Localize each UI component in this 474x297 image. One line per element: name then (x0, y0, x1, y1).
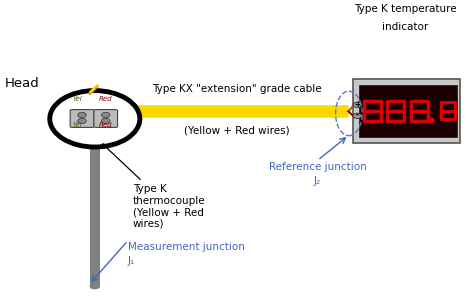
Text: -: - (356, 111, 359, 120)
Text: Red: Red (99, 97, 112, 102)
Text: indicator: indicator (382, 22, 428, 32)
Text: Yel: Yel (73, 97, 82, 102)
Text: Reference junction
J₂: Reference junction J₂ (269, 162, 366, 186)
Bar (90, 147, 100, 287)
Ellipse shape (90, 284, 100, 289)
FancyBboxPatch shape (94, 110, 118, 127)
Bar (359, 85, 457, 137)
Text: +: + (354, 100, 361, 109)
Text: Red: Red (99, 122, 112, 128)
Text: Type KX "extension" grade cable: Type KX "extension" grade cable (152, 84, 322, 94)
Polygon shape (126, 110, 140, 117)
Text: (Yellow + Red wires): (Yellow + Red wires) (184, 126, 290, 136)
Bar (353, 79, 460, 143)
FancyBboxPatch shape (70, 110, 94, 127)
Circle shape (101, 118, 110, 124)
Circle shape (50, 91, 140, 147)
Text: Type K
thermocouple
(Yellow + Red
wires): Type K thermocouple (Yellow + Red wires) (102, 144, 205, 229)
Text: Type K temperature: Type K temperature (354, 4, 456, 14)
Circle shape (78, 118, 86, 124)
Circle shape (78, 112, 86, 118)
Text: Yel: Yel (73, 122, 82, 128)
Text: Head: Head (5, 77, 39, 90)
Text: Measurement junction
J₁: Measurement junction J₁ (128, 242, 245, 266)
Circle shape (353, 113, 362, 119)
Circle shape (101, 112, 110, 118)
Circle shape (353, 102, 362, 108)
